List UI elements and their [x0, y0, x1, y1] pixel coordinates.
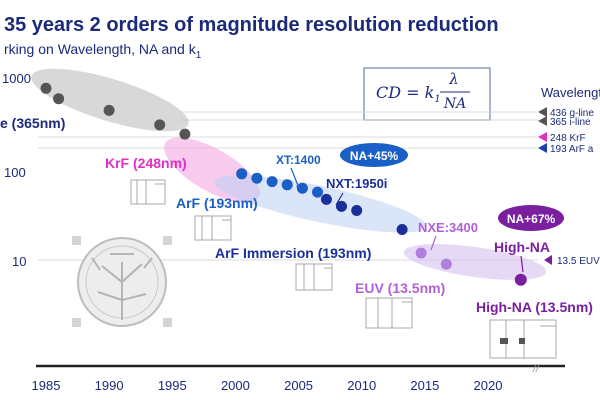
euv-machine-image — [365, 297, 413, 329]
data-point — [415, 247, 427, 259]
series-label-high-na: High-NA (13.5nm) — [476, 299, 593, 315]
wavelength-legend: Wavelengt 436 g-line 365 i-line 248 KrF … — [538, 85, 600, 267]
na-67-badge: NA+67% — [498, 205, 564, 231]
svg-text:CD = k1: CD = k1 — [376, 83, 441, 105]
data-point — [53, 93, 65, 105]
series-label-iline: e (365nm) — [0, 115, 65, 131]
na-45-badge: NA+45% — [340, 143, 408, 167]
data-point — [236, 168, 248, 180]
x-tick-label: 2015 — [410, 378, 439, 393]
annotation-high-na-arrow — [520, 255, 524, 273]
x-tick-label: 1985 — [32, 378, 61, 393]
legend-marker-arf — [538, 143, 547, 153]
legend-label-euv: 13.5 EUV — [557, 256, 600, 267]
data-point — [514, 273, 527, 286]
data-point — [396, 224, 408, 235]
x-tick-label: 1995 — [158, 378, 187, 393]
annotation-nxt1950i-arrow — [335, 192, 344, 206]
data-point — [103, 104, 115, 116]
svg-text:NA+67%: NA+67% — [507, 212, 556, 226]
legend-marker-iline — [538, 116, 547, 126]
y-tick-label: 1000 — [2, 71, 31, 86]
data-point — [251, 172, 263, 184]
y-tick-label: 100 — [4, 165, 26, 180]
arf-machine-image — [194, 215, 232, 241]
legend-marker-euv — [544, 255, 552, 265]
annotation-high-na: High-NA — [494, 239, 550, 255]
data-point — [351, 205, 363, 216]
series-label-euv: EUV (13.5nm) — [355, 280, 445, 296]
data-point — [40, 82, 52, 94]
data-point — [266, 176, 278, 188]
data-point — [336, 200, 347, 212]
svg-text:λ: λ — [448, 70, 459, 88]
series-label-arf-immersion: ArF Immersion (193nm) — [215, 245, 371, 261]
legend-label-gline: 436 g-line — [550, 108, 594, 119]
data-point — [179, 128, 191, 140]
annotation-nxe3400: NXE:3400 — [418, 220, 478, 235]
trend-bands — [31, 68, 547, 280]
x-tick-label: 2005 — [284, 378, 313, 393]
legend-marker-krf — [538, 132, 547, 142]
annotation-xt1400: XT:1400 — [276, 153, 321, 167]
series-label-krf: KrF (248nm) — [105, 155, 187, 171]
axis-break-mark: // — [532, 363, 540, 375]
series-label-arf: ArF (193nm) — [176, 195, 258, 211]
data-point — [281, 179, 293, 191]
chip-image — [72, 236, 172, 327]
x-tick-label: 2020 — [474, 378, 503, 393]
svg-text:NA: NA — [443, 96, 466, 112]
data-point — [154, 119, 166, 131]
krf-machine-image — [130, 179, 166, 205]
x-tick-label: 2000 — [221, 378, 250, 393]
annotation-nxt1950i: NXT:1950i — [326, 176, 387, 191]
data-point — [320, 193, 332, 205]
chart-subtitle: rking on Wavelength, NA and k1 — [4, 41, 202, 61]
x-tick-label: 2010 — [347, 378, 376, 393]
svg-text:NA+45%: NA+45% — [350, 149, 399, 163]
legend-marker-gline — [538, 107, 547, 117]
y-tick-label: 10 — [12, 254, 26, 269]
machine-thumbnails — [130, 179, 557, 359]
legend-label-iline: 365 i-line — [550, 117, 591, 128]
x-tick-label: 1990 — [95, 378, 124, 393]
annotation-xt1400-arrow — [290, 167, 300, 189]
annotation-xt1400-arrowhead — [296, 184, 302, 193]
annotation-nxe3400-arrow — [430, 235, 437, 251]
formula-box: CD = k1 λ NA — [363, 67, 491, 121]
data-point — [440, 258, 452, 270]
data-point — [312, 186, 323, 198]
chart-title: 35 years 2 orders of magnitude resolutio… — [4, 14, 499, 36]
highna-machine-image — [489, 319, 557, 359]
legend-label-krf: 248 KrF — [550, 133, 586, 144]
wavelength-legend-title: Wavelengt — [541, 85, 600, 100]
arfi-machine-image — [295, 263, 333, 291]
legend-label-arf: 193 ArF a — [550, 144, 594, 155]
